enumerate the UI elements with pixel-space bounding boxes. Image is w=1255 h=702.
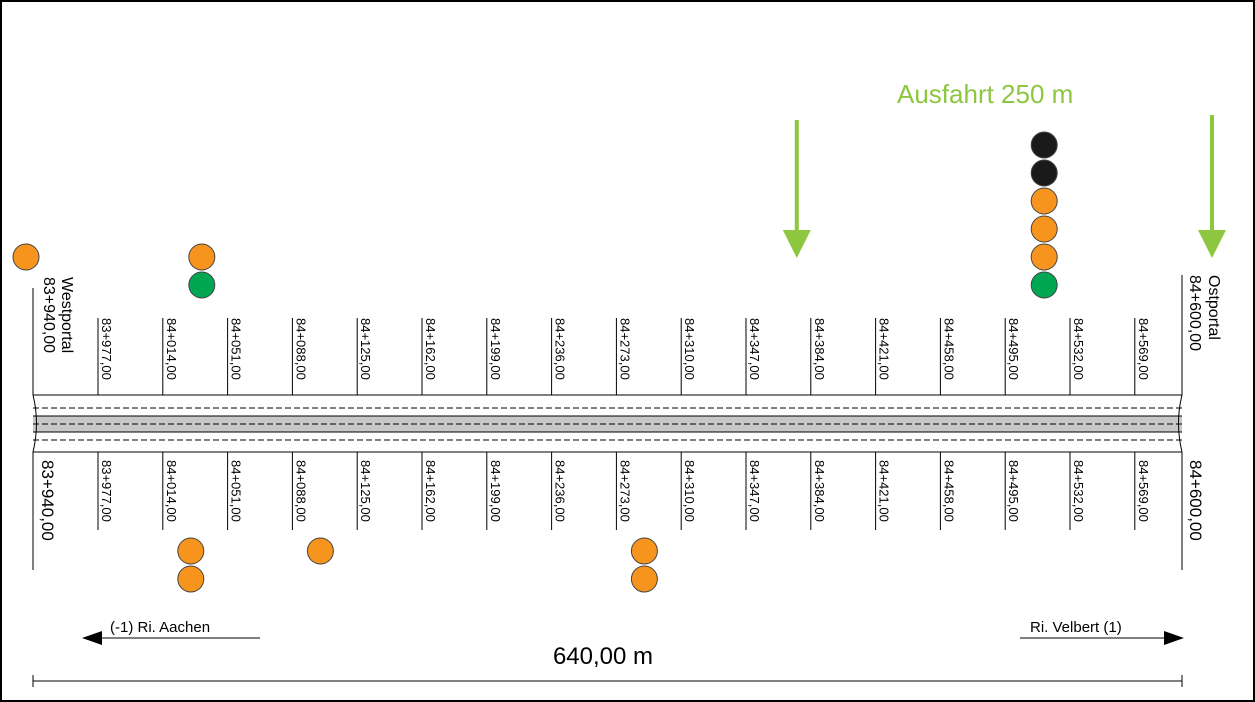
- exit-arrow-head: [1198, 230, 1226, 258]
- orange-signal-light: [12, 243, 40, 271]
- station-label-bottom: 84+310,00: [682, 460, 697, 522]
- orange-signal-light: [1030, 187, 1058, 215]
- direction-left-label: (-1) Ri. Aachen: [110, 619, 210, 636]
- station-label-top: 83+977,00: [99, 318, 114, 380]
- green-signal-light: [1030, 271, 1058, 299]
- station-label-top: 84+569,00: [1136, 318, 1151, 380]
- west-portal-name: Westportal: [58, 277, 75, 353]
- station-label-top: 84+495,00: [1006, 318, 1021, 380]
- station-label-bottom: 84+051,00: [229, 460, 244, 522]
- station-label-bottom: 83+977,00: [99, 460, 114, 522]
- station-label-top: 84+458,00: [941, 318, 956, 380]
- green-signal-light: [188, 271, 216, 299]
- station-label-top: 84+236,00: [553, 318, 568, 380]
- station-label-top: 84+162,00: [423, 318, 438, 380]
- west-portal-km: 83+940,00: [40, 277, 57, 353]
- exit-arrow-head: [782, 230, 811, 258]
- station-label-bottom: 84+384,00: [812, 460, 827, 522]
- station-label-bottom: 84+569,00: [1136, 460, 1151, 522]
- station-label-top: 84+051,00: [229, 318, 244, 380]
- direction-left: (-1) Ri. Aachen: [82, 619, 260, 645]
- station-label-bottom: 84+421,00: [877, 460, 892, 522]
- station-label-bottom: 84+532,00: [1071, 460, 1086, 522]
- station-label-bottom: 84+162,00: [423, 460, 438, 522]
- station-label-top: 84+273,00: [617, 318, 632, 380]
- length-label: 640,00 m: [553, 643, 653, 670]
- station-label-bottom: 84+458,00: [941, 460, 956, 522]
- station-label-bottom: 84+495,00: [1006, 460, 1021, 522]
- orange-signal-light: [630, 565, 658, 593]
- black-signal-light: [1030, 159, 1058, 187]
- west-lower-km: 83+940,00: [38, 460, 57, 541]
- orange-signal-light: [188, 243, 216, 271]
- orange-signal-light: [177, 537, 205, 565]
- direction-right-label: Ri. Velbert (1): [1030, 619, 1122, 636]
- east-portal-name: Ostportal: [1205, 275, 1222, 340]
- station-label-top: 84+532,00: [1071, 318, 1086, 380]
- station-label-top: 84+014,00: [164, 318, 179, 380]
- orange-signal-light: [306, 537, 334, 565]
- east-lower-km: 84+600,00: [1186, 460, 1205, 541]
- orange-signal-light: [1030, 243, 1058, 271]
- direction-right: Ri. Velbert (1): [1020, 619, 1184, 645]
- orange-signal-light: [630, 537, 658, 565]
- station-label-top: 84+347,00: [747, 318, 762, 380]
- station-label-top: 84+421,00: [877, 318, 892, 380]
- exit-label: Ausfahrt 250 m: [897, 79, 1073, 109]
- station-label-top: 84+199,00: [488, 318, 503, 380]
- station-label-top: 84+310,00: [682, 318, 697, 380]
- road-band: [32, 394, 1183, 453]
- orange-signal-light: [177, 565, 205, 593]
- length-dimension-line: [32, 675, 1183, 687]
- station-label-top: 84+088,00: [293, 318, 308, 380]
- station-label-bottom: 84+199,00: [488, 460, 503, 522]
- station-label-bottom: 84+014,00: [164, 460, 179, 522]
- orange-signal-light: [1030, 215, 1058, 243]
- station-label-bottom: 84+236,00: [553, 460, 568, 522]
- station-label-top: 84+125,00: [358, 318, 373, 380]
- station-label-bottom: 84+125,00: [358, 460, 373, 522]
- station-label-top: 84+384,00: [812, 318, 827, 380]
- station-label-bottom: 84+273,00: [617, 460, 632, 522]
- station-label-bottom: 84+088,00: [293, 460, 308, 522]
- east-portal-km: 84+600,00: [1186, 275, 1203, 351]
- station-label-bottom: 84+347,00: [747, 460, 762, 522]
- black-signal-light: [1030, 131, 1058, 159]
